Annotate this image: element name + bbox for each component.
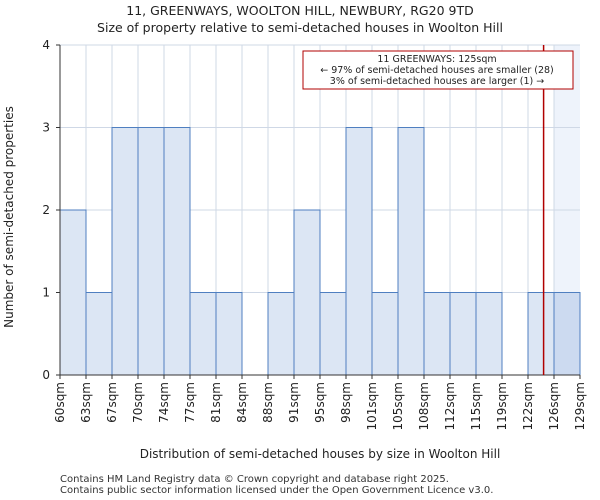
x-tick-label: 95sqm (313, 382, 327, 423)
x-tick-label: 74sqm (157, 382, 171, 423)
y-tick-label: 1 (42, 286, 50, 300)
histogram-bar (527, 292, 555, 376)
histogram-bar (85, 292, 113, 376)
y-tick-label: 3 (42, 121, 50, 135)
histogram-bar (59, 209, 87, 376)
y-tick-label: 4 (42, 38, 50, 52)
x-tick-label: 119sqm (495, 382, 509, 430)
histogram-bar (293, 209, 321, 376)
y-tick-label: 0 (42, 368, 50, 382)
histogram-bar (163, 127, 191, 376)
histogram-bar (319, 292, 347, 376)
x-tick-label: 108sqm (417, 382, 431, 430)
footer-licence: Contains public sector information licen… (60, 485, 494, 496)
x-tick-label: 122sqm (521, 382, 535, 430)
histogram-bar (397, 127, 425, 376)
annotation-line-1: 11 GREENWAYS: 125sqm (377, 54, 496, 65)
histogram-bar (475, 292, 503, 376)
x-tick-label: 112sqm (443, 382, 457, 430)
x-tick-label: 126sqm (547, 382, 561, 430)
annotation-line-3: 3% of semi-detached houses are larger (1… (330, 76, 544, 87)
histogram-bar (345, 127, 373, 376)
histogram-bar (553, 292, 581, 376)
x-tick-label: 63sqm (79, 382, 93, 423)
histogram-bar (449, 292, 477, 376)
histogram-bar (189, 292, 217, 376)
x-tick-label: 129sqm (573, 382, 587, 430)
footer-copyright: Contains HM Land Registry data © Crown c… (60, 474, 449, 485)
x-tick-label: 115sqm (469, 382, 483, 430)
y-axis-label: Number of semi-detached properties (2, 106, 16, 328)
chart-subtitle: Size of property relative to semi-detach… (97, 20, 503, 35)
x-tick-label: 105sqm (391, 382, 405, 430)
x-tick-label: 84sqm (235, 382, 249, 423)
histogram-bar (423, 292, 451, 376)
x-tick-label: 88sqm (261, 382, 275, 423)
chart-title: 11, GREENWAYS, WOOLTON HILL, NEWBURY, RG… (126, 3, 474, 18)
annotation-line-2: ← 97% of semi-detached houses are smalle… (320, 65, 554, 76)
histogram-bar (371, 292, 399, 376)
x-tick-label: 98sqm (339, 382, 353, 423)
annotation-box (302, 50, 574, 90)
x-tick-label: 81sqm (209, 382, 223, 423)
y-tick-label: 2 (42, 203, 50, 217)
histogram-bar (215, 292, 243, 376)
x-tick-label: 101sqm (365, 382, 379, 430)
histogram-bar (111, 127, 139, 376)
x-tick-label: 70sqm (131, 382, 145, 423)
x-tick-label: 60sqm (53, 382, 67, 423)
histogram-bar (137, 127, 165, 376)
histogram-bar (267, 292, 295, 376)
x-tick-label: 91sqm (287, 382, 301, 423)
x-tick-label: 77sqm (183, 382, 197, 423)
x-tick-label: 67sqm (105, 382, 119, 423)
x-axis-label: Distribution of semi-detached houses by … (140, 447, 501, 461)
